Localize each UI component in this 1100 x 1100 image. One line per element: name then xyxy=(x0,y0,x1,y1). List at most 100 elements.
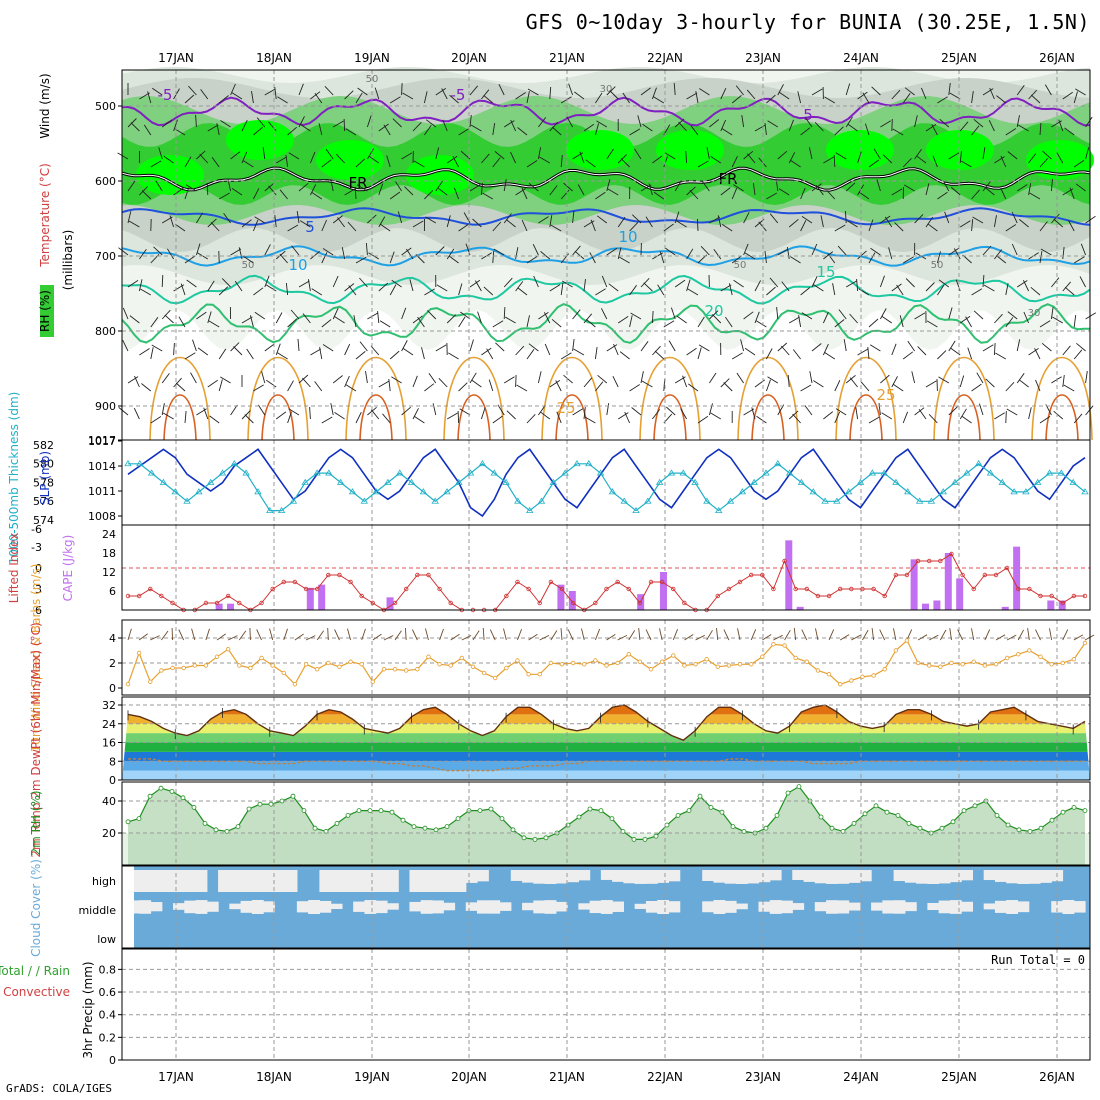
rh-high-core-6 xyxy=(1026,140,1094,180)
cloud-high-clear-64 xyxy=(848,870,861,883)
thickness-marker-53 xyxy=(750,478,758,485)
upper-wind-barb-30-3 xyxy=(469,184,481,192)
cape-bar-82 xyxy=(1058,600,1066,610)
upper-wind-barb-11-8 xyxy=(246,348,254,360)
surface-wind-barb-14 xyxy=(283,628,288,641)
upper-wind-barb-35-9 xyxy=(516,384,528,392)
upper-wind-barb-29-1 xyxy=(458,128,470,136)
contour-label-16: 30 xyxy=(1028,308,1041,319)
upper-wind-barb-27-1 xyxy=(425,119,437,128)
upper-wind-barb-34-10 xyxy=(506,410,516,420)
cape-bar-47 xyxy=(659,572,667,610)
upper-wind-barb-20-6 xyxy=(348,285,357,296)
upper-wind-barb-18-6 xyxy=(332,275,339,288)
upper-wind-barb-18-4 xyxy=(332,215,343,224)
thickness-marker-10 xyxy=(242,469,250,476)
temp-20-contour xyxy=(121,303,1091,344)
upper-wind-barb-8-7 xyxy=(208,320,220,328)
thickness-ticklabel-2: 578 xyxy=(33,476,54,489)
upper-wind-barb-18-2 xyxy=(325,149,334,160)
upper-wind-barb-7-10 xyxy=(203,407,209,420)
lifted-index-marker-54 xyxy=(726,586,732,592)
cloud-high-clear-10 xyxy=(240,870,253,892)
upper-wind-barb-20-9 xyxy=(345,384,357,392)
wind-speed-marker-24 xyxy=(392,667,398,672)
upper-wind-barb-37-2 xyxy=(539,156,551,164)
thickness-marker-70 xyxy=(951,478,959,485)
lifted-index-marker-22 xyxy=(370,600,376,606)
upper-wind-barb-42-6 xyxy=(601,275,608,288)
upper-wind-barb-30-9 xyxy=(469,372,477,384)
upper-wind-barb-28-3 xyxy=(437,187,448,196)
cloud-mid-clear-26 xyxy=(420,900,433,914)
upper-wind-barb-22-1 xyxy=(378,123,389,132)
upper-wind-barb-22-10 xyxy=(370,409,380,420)
wind-speed-marker-62 xyxy=(815,668,821,673)
upper-wind-barb-46-3 xyxy=(648,183,653,196)
upper-wind-barb-42-9 xyxy=(597,374,608,384)
wind-speed-marker-58 xyxy=(771,642,776,647)
wind-speed-marker-39 xyxy=(559,662,565,667)
wind-speed-marker-29 xyxy=(448,663,453,668)
upper-wind-barb-71-8 xyxy=(937,350,947,360)
upper-wind-barb-36-8 xyxy=(528,343,539,352)
contour-label-14: 50 xyxy=(931,260,944,271)
upper-wind-barb-51-2 xyxy=(706,147,710,160)
cloud-mid-clear-23 xyxy=(386,903,399,910)
upper-wind-barb-20-2 xyxy=(355,158,366,168)
lifted-index-marker-68 xyxy=(882,593,887,599)
upper-wind-barb-16-6 xyxy=(307,279,311,292)
upper-wind-barb-56-10 xyxy=(756,415,767,424)
upper-wind-barb-28-6 xyxy=(436,284,448,292)
cloud-high-clear-12 xyxy=(263,870,275,892)
upper-wind-barb-58-8 xyxy=(780,345,790,356)
upper-wind-barb-31-0 xyxy=(481,89,490,100)
cloud-high-clear-39 xyxy=(567,870,579,883)
upper-wind-barb-37-8 xyxy=(544,343,551,356)
surface-wind-barb-54 xyxy=(723,629,730,641)
cloud-high-clear-63 xyxy=(837,870,850,884)
cloud-high-clear-14 xyxy=(285,870,298,892)
lifted-index-marker-7 xyxy=(203,600,209,606)
top-date-label-5: 22JAN xyxy=(647,51,683,65)
upper-wind-barb-10-8 xyxy=(233,346,243,356)
thickness-marker-33 xyxy=(514,497,522,504)
temp-30-contour-2 xyxy=(359,394,393,441)
rh-panel-ticklabel-1: 20 xyxy=(102,827,116,840)
surface-wind-barb-55 xyxy=(737,628,741,641)
lifted-index-marker-16 xyxy=(303,586,309,592)
lifted-index-marker-19 xyxy=(337,572,342,578)
upper-wind-barb-0-2 xyxy=(117,152,129,160)
chart-title: GFS 0~10day 3-hourly for BUNIA (30.25E, … xyxy=(525,10,1090,34)
thickness-marker-45 xyxy=(655,478,664,485)
upper-wind-barb-82-5 xyxy=(1062,247,1065,260)
upper-wind-barb-20-10 xyxy=(355,412,362,424)
lifted-index-marker-37 xyxy=(537,600,542,606)
upper-wind-barb-10-6 xyxy=(234,280,243,292)
upper-wind-barb-1-6 xyxy=(138,279,143,292)
thickness-marker-79 xyxy=(1057,469,1066,476)
upper-wind-barb-44-0 xyxy=(622,92,630,104)
upper-wind-barb-21-7 xyxy=(367,312,379,320)
upper-wind-barb-83-0 xyxy=(1073,91,1078,104)
surface-wind-barb-25 xyxy=(404,627,407,641)
upper-wind-barb-59-2 xyxy=(790,160,801,168)
upper-wind-barb-40-2 xyxy=(579,151,585,164)
upper-wind-barb-65-10 xyxy=(868,416,880,424)
lifted-index-marker-83 xyxy=(1049,593,1054,599)
upper-wind-barb-36-4 xyxy=(538,216,549,224)
upper-wind-barb-14-5 xyxy=(279,253,288,264)
thickness-marker-11 xyxy=(254,488,262,495)
upper-wind-barb-75-0 xyxy=(982,88,994,96)
lifted-index-marker-43 xyxy=(604,586,609,592)
cape-ticklabel-0: 24 xyxy=(102,528,116,541)
rh-marker-82 xyxy=(1027,829,1033,834)
wind-speed-marker-30 xyxy=(459,655,465,661)
temp-30-contour-9 xyxy=(1045,394,1079,441)
lifted-index-marker-67 xyxy=(871,586,876,592)
thickness-marker-29 xyxy=(466,469,475,476)
cloud-high-clear-72 xyxy=(938,870,951,884)
cloud-mid-clear-25 xyxy=(409,901,422,912)
cloud-left-gap xyxy=(122,866,134,948)
upper-wind-barb-78-10 xyxy=(1006,408,1018,416)
